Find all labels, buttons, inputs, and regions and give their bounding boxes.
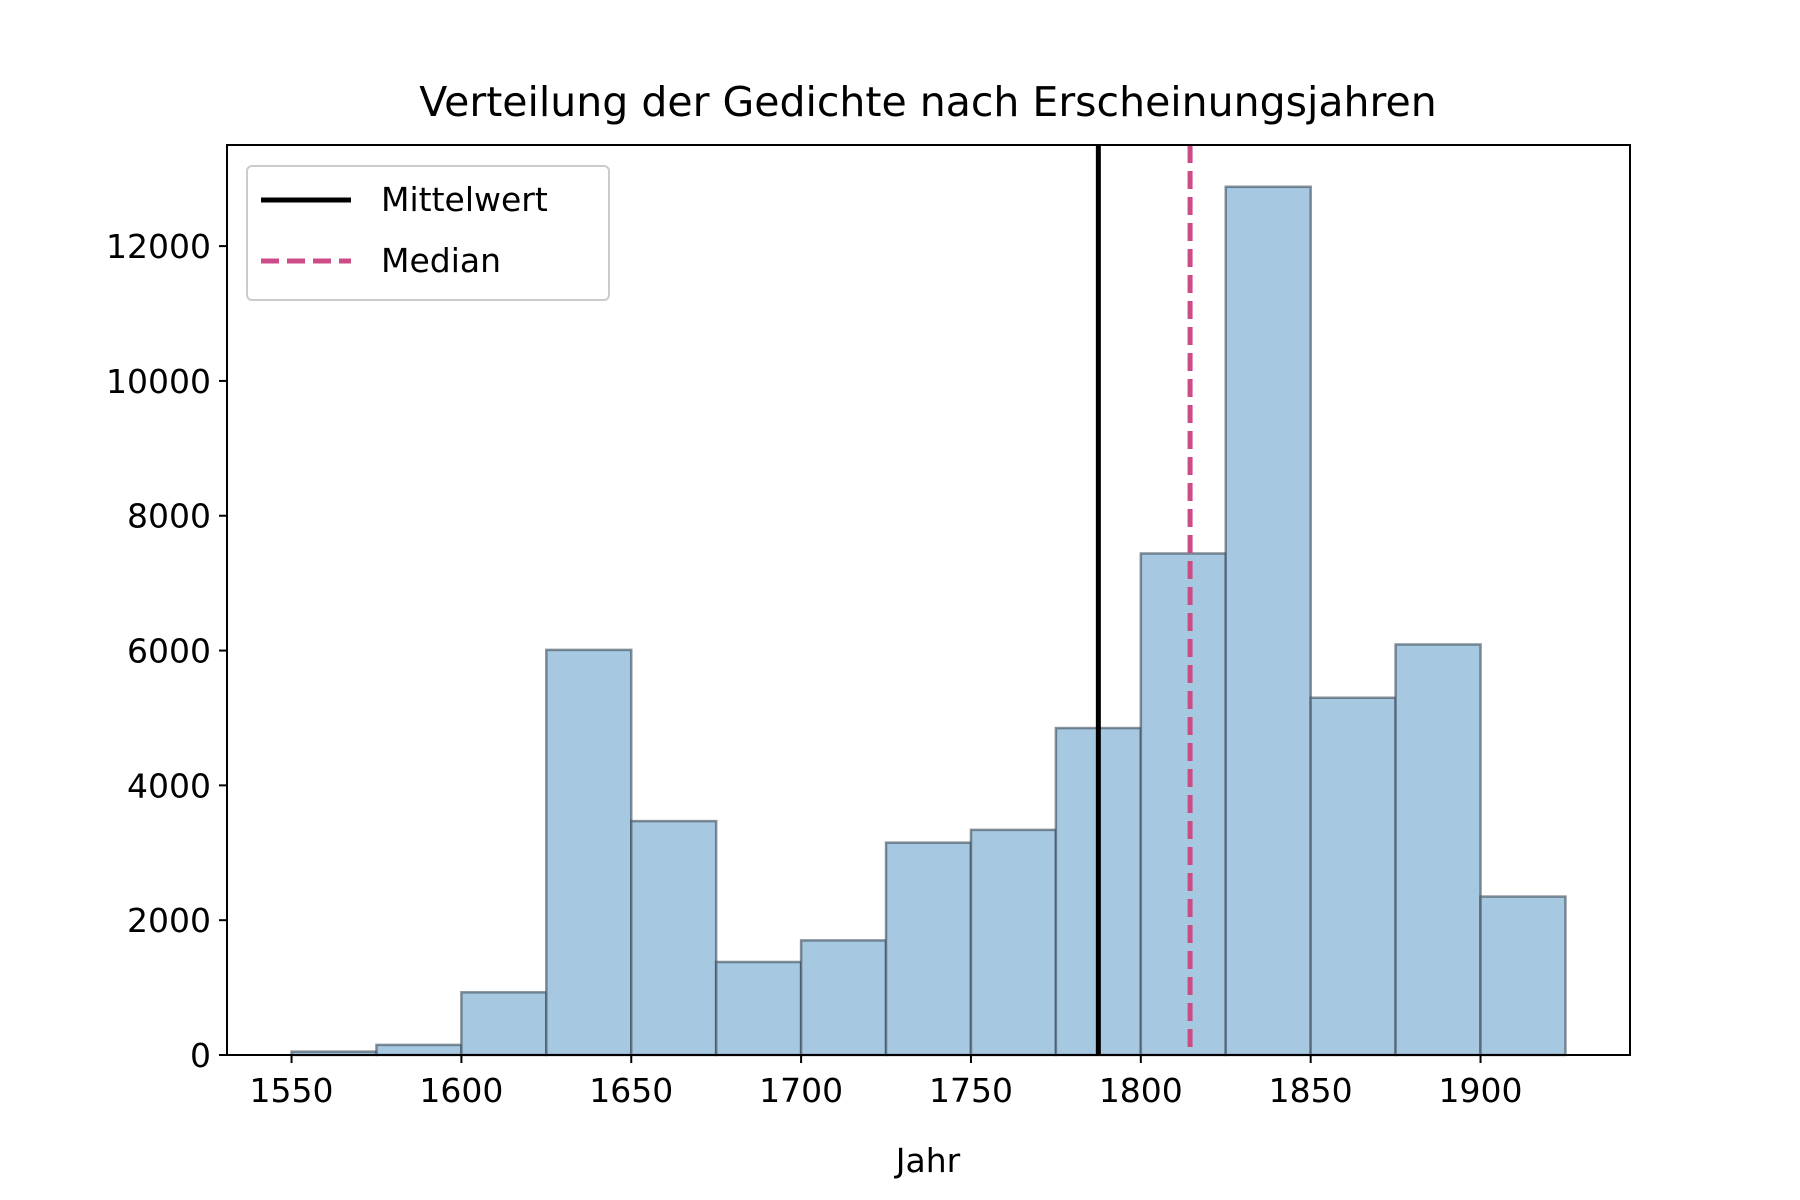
chart-title: Verteilung der Gedichte nach Erscheinung…	[419, 78, 1436, 126]
histogram-bar-1700	[799, 939, 888, 1057]
y-tick-label: 12000	[106, 227, 211, 266]
x-tick-label: 1600	[419, 1071, 503, 1110]
reference-lines	[1095, 145, 1193, 1055]
legend-median-label: Median	[381, 241, 501, 280]
plot-frame	[226, 144, 1631, 1056]
y-tick-label: 2000	[127, 901, 211, 940]
legend: Mittelwert Median	[246, 165, 610, 301]
histogram-bars	[290, 185, 1567, 1057]
y-axis-ticks: 0 2000 4000 6000 8000 10000 12000	[106, 227, 227, 1075]
histogram-bar-1900	[1479, 895, 1567, 1057]
histogram-bar-1575	[375, 1043, 463, 1057]
histogram-bar-1650	[630, 819, 718, 1057]
x-tick-label: 1900	[1439, 1071, 1523, 1110]
histogram-bar-1750	[969, 828, 1058, 1057]
x-tick-label: 1550	[250, 1071, 334, 1110]
x-axis-label: Jahr	[894, 1141, 961, 1180]
y-tick-label: 10000	[106, 362, 211, 401]
histogram-bar-1800	[1139, 552, 1227, 1057]
histogram-bar-1600	[460, 991, 548, 1057]
x-tick-label: 1800	[1099, 1071, 1183, 1110]
histogram-bar-1725	[884, 841, 973, 1057]
histogram-bar-1825	[1224, 185, 1312, 1057]
x-tick-label: 1700	[759, 1071, 843, 1110]
y-tick-label: 8000	[127, 497, 211, 536]
histogram-bar-1875	[1394, 643, 1482, 1057]
y-tick-label: 0	[190, 1036, 211, 1075]
x-tick-label: 1650	[589, 1071, 673, 1110]
y-tick-label: 6000	[127, 632, 211, 671]
x-tick-label: 1750	[929, 1071, 1013, 1110]
y-tick-label: 4000	[127, 766, 211, 805]
histogram-bar-1675	[714, 960, 803, 1057]
x-tick-label: 1850	[1269, 1071, 1353, 1110]
legend-mean-label: Mittelwert	[381, 180, 548, 219]
histogram-bar-1850	[1309, 696, 1397, 1057]
histogram-bar-1625	[545, 648, 633, 1057]
x-axis-ticks: 1550 1600 1650 1700 1750 1800 1850 1900	[250, 1055, 1523, 1110]
